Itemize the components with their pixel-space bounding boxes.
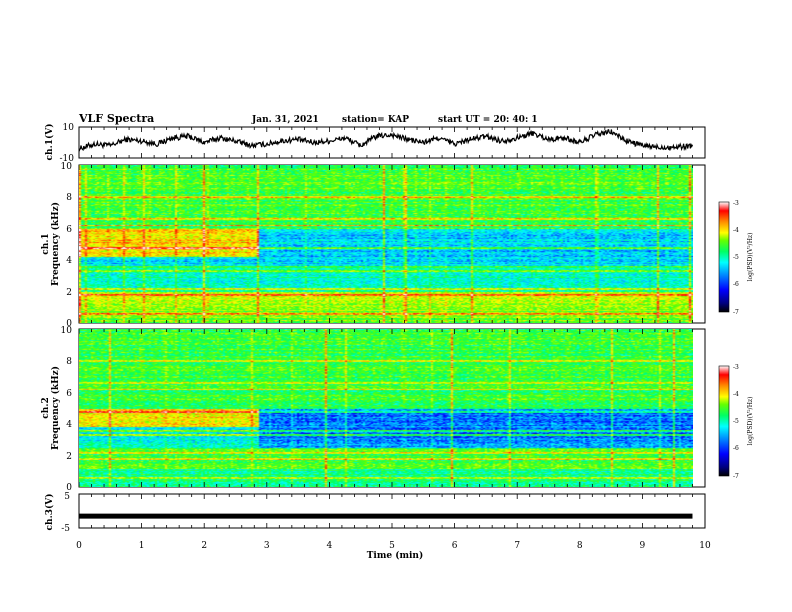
ch1-ytick-6: 6 [66,225,72,235]
x-tick-label: 10 [699,541,711,551]
ch2-spectrogram-image [79,329,693,487]
ch1-spectrogram-ylabel: ch.1Frequency (kHz) [41,202,61,286]
ch1-ytick-bottom: -10 [60,154,75,164]
ch2-ytick-8: 8 [66,357,72,367]
ch2-ytick-6: 6 [66,389,72,399]
x-tick-label: 8 [577,541,583,551]
x-tick-label: 5 [389,541,395,551]
ch1-colorbar: -3 -4 -5 -6 -7 log(PSD)(V²/Hz) [718,200,754,316]
ch1-waveform-ticks [78,127,706,158]
x-tick-label: 1 [139,541,145,551]
ch1-colorbar-tick-m4: -4 [733,227,739,234]
ch1-colorbar-fill [718,201,730,313]
ch1-spectrogram-panel: 0 2 4 6 8 10 ch.1Frequency (kHz) [41,162,706,329]
date-label: Jan. 31, 2021 [251,115,319,125]
ch1-ytick-4: 4 [66,256,72,266]
ch2-spectrogram-panel: 0 2 4 6 8 10 ch.2Frequency (kHz) [41,326,706,493]
ch2-colorbar-tick-m4: -4 [733,391,739,398]
ch1-spectrogram-ticks [78,165,706,323]
ch1-freq-ticklabels: 0 2 4 6 8 10 [61,162,73,329]
ch1-waveform-panel: 10 -10 ch.1(V) [44,123,706,164]
ch1-colorbar-tick-m6: -6 [733,281,739,288]
ch2-colorbar: -3 -4 -5 -6 -7 log(PSD)(V²/Hz) [718,364,754,480]
ch3-ytick-top: 5 [64,492,70,502]
ch1-ytick-top: 10 [63,123,75,133]
x-axis-ticklabels: 0 1 2 3 4 5 6 7 8 9 10 [76,541,711,551]
x-tick-label: 0 [76,541,82,551]
ch2-ytick-0: 0 [66,483,72,493]
ch2-freq-ticklabels: 0 2 4 6 8 10 [61,326,73,493]
ch1-colorbar-tick-m5: -5 [733,254,739,261]
ch2-ytick-10: 10 [61,326,73,336]
station-label: station= KAP [342,115,409,125]
ch2-ytick-2: 2 [66,452,72,462]
ch1-colorbar-tick-m3: -3 [733,200,739,207]
ch2-spectrogram-ticks [78,329,706,487]
ch2-colorbar-fill [718,365,730,477]
ch2-colorbar-label: log(PSD)(V²/Hz) [747,397,754,446]
ch2-colorbar-tick-m6: -6 [733,445,739,452]
ch1-ylabel: ch.1(V) [44,124,55,161]
ch2-colorbar-tick-m3: -3 [733,364,739,371]
ch3-ytick-bottom: -5 [61,524,70,534]
ch1-ytick-10: 10 [61,162,73,172]
ch3-waveform-panel: 5 -5 ch.3(V) [44,492,706,534]
ch2-colorbar-tick-m5: -5 [733,418,739,425]
ch3-ylabel: ch.3(V) [44,494,55,531]
x-tick-label: 4 [327,541,333,551]
ch1-ytick-2: 2 [66,288,72,298]
x-tick-label: 6 [452,541,458,551]
start-time-label: start UT = 20: 40: 1 [438,115,538,125]
figure-title: VLF Spectra [78,112,154,125]
x-tick-label: 7 [514,541,520,551]
ch2-ytick-4: 4 [66,420,72,430]
ch1-waveform-frame [78,126,706,159]
x-tick-label: 2 [201,541,207,551]
ch1-waveform-line [78,129,694,152]
ch1-ytick-8: 8 [66,193,72,203]
ch2-colorbar-tick-m7: -7 [733,473,739,480]
ch1-ytick-0: 0 [66,319,72,329]
x-tick-label: 3 [264,541,270,551]
x-tick-label: 9 [640,541,646,551]
x-axis-label: Time (min) [367,550,424,561]
ch1-colorbar-tick-m7: -7 [733,309,739,316]
ch3-waveform-ticks [78,494,706,528]
ch1-spectrogram-image [79,165,693,323]
ch3-waveform-frame [78,493,706,529]
ch1-colorbar-label: log(PSD)(V²/Hz) [747,233,754,282]
ch2-spectrogram-ylabel: ch.2Frequency (kHz) [41,366,61,450]
